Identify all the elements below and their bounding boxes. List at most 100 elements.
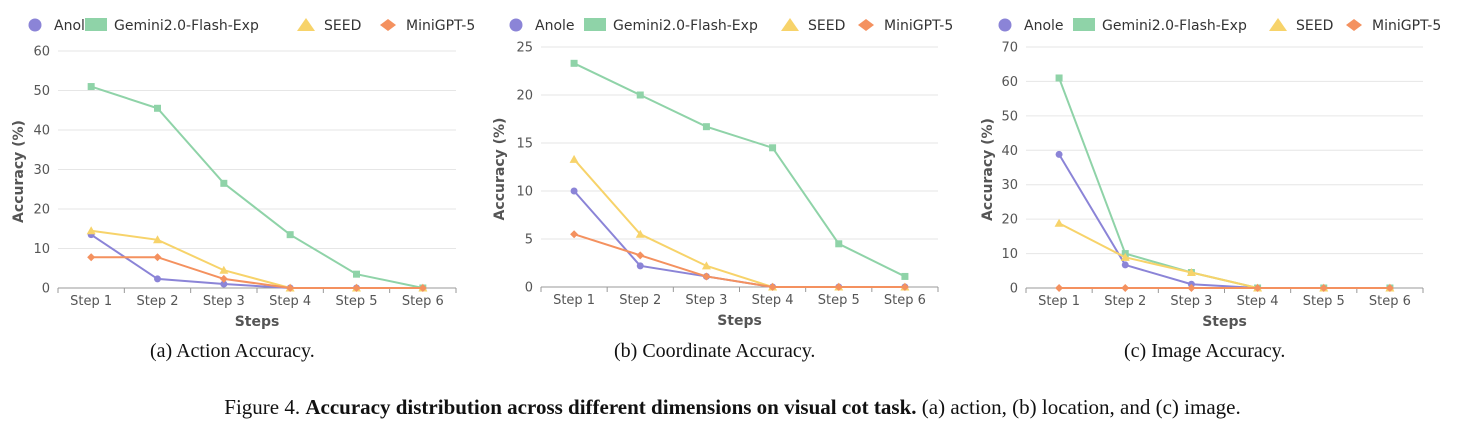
legend-icon-seed [781, 18, 799, 31]
x-tick-label: Step 2 [136, 294, 178, 309]
figure-caption: Figure 4. Accuracy distribution across d… [0, 395, 1465, 420]
data-point-gemini2-0-flash-exp [154, 104, 161, 112]
x-tick-label: Step 3 [1170, 294, 1212, 309]
chart-panel-image: 0 10 20 30 40 50 60 70 Step 1 Step 2 Step 3 Step 4 S… [976, 0, 1465, 345]
series-line-gemini2-0-flash-exp [90, 85, 424, 289]
legend-label-seed: SEED [1296, 18, 1333, 34]
y-tick-label: 20 [33, 203, 50, 218]
data-point-gemini2-0-flash-exp [901, 272, 909, 280]
data-point-anole [1055, 150, 1063, 158]
legend-label-gemini2-0-flash-exp: Gemini2.0-Flash-Exp [613, 18, 758, 34]
y-tick-label: 10 [33, 242, 50, 257]
data-point-anole [220, 280, 228, 288]
y-axis-label: Accuracy (%) [980, 118, 996, 221]
legend-icon-seed [297, 18, 315, 31]
data-point-minigpt-5 [418, 284, 427, 292]
series-line-gemini2-0-flash-exp [1058, 77, 1390, 289]
x-tick-label: Step 5 [335, 294, 377, 309]
legend-icon-seed [1269, 18, 1287, 31]
x-tick-label: Step 3 [203, 294, 245, 309]
legend-label-anole: Anole [1024, 18, 1064, 34]
legend-icon-gemini2-0-flash-exp [584, 18, 606, 31]
legend-label-minigpt-5: MiniGPT-5 [1372, 18, 1441, 34]
x-tick-label: Step 2 [1104, 294, 1146, 309]
y-tick-label: 60 [1001, 75, 1018, 90]
y-tick-label: 5 [525, 233, 533, 248]
legend-icon-minigpt-5 [858, 19, 874, 31]
data-point-minigpt-5 [834, 283, 843, 291]
x-tick-label: Step 4 [752, 293, 794, 308]
data-point-gemini2-0-flash-exp [87, 83, 95, 91]
data-point-minigpt-5 [900, 283, 909, 291]
data-point-minigpt-5 [1121, 284, 1130, 292]
chart-panel-action: 0 10 20 30 40 50 60 Step 1 Step 2 Step 3 Step 4 Ste… [0, 0, 488, 345]
x-tick-label: Step 5 [1303, 294, 1345, 309]
series-line-minigpt-5 [573, 233, 905, 288]
legend-icon-minigpt-5 [1346, 19, 1362, 31]
x-tick-label: Step 4 [1237, 294, 1279, 309]
data-point-minigpt-5 [153, 253, 162, 262]
data-point-gemini2-0-flash-exp [353, 270, 360, 278]
y-tick-label: 50 [33, 84, 50, 99]
legend-icon-anole [998, 18, 1012, 32]
data-point-seed [635, 229, 645, 238]
legend-label-anole: Anole [535, 18, 575, 34]
data-point-minigpt-5 [1385, 284, 1394, 292]
caption-action: (a) Action Accuracy. [150, 340, 315, 362]
data-point-minigpt-5 [1253, 284, 1262, 292]
data-point-minigpt-5 [1187, 284, 1196, 292]
data-point-gemini2-0-flash-exp [570, 59, 578, 67]
legend-label-anole: Anole [54, 18, 94, 34]
y-tick-label: 50 [1001, 109, 1018, 124]
legend-icon-minigpt-5 [380, 19, 396, 31]
y-tick-label: 0 [525, 281, 533, 296]
legend-icon-anole [28, 18, 42, 32]
data-point-minigpt-5 [702, 272, 711, 281]
y-tick-label: 10 [1001, 247, 1018, 262]
chart-panel-coordinate: 0 5 10 15 20 25 Step 1 Step 2 Step 3 Step 4 Step 5… [488, 0, 976, 345]
y-tick-label: 20 [516, 89, 533, 104]
x-tick-label: Step 2 [619, 293, 661, 308]
legend-icon-gemini2-0-flash-exp [1073, 18, 1095, 31]
data-point-minigpt-5 [570, 230, 579, 239]
chart-coordinate-accuracy: 0 5 10 15 20 25 Step 1 Step 2 Step 3 Step 4 Step 5… [492, 18, 953, 329]
y-tick-label: 30 [33, 163, 50, 178]
data-point-minigpt-5 [636, 251, 645, 260]
figure-caption-prefix: Figure 4. [224, 395, 306, 419]
x-axis-label: Steps [717, 313, 762, 329]
y-tick-label: 40 [1001, 144, 1018, 159]
x-tick-label: Step 1 [1038, 294, 1080, 309]
data-point-anole [636, 262, 644, 270]
legend-icon-anole [509, 18, 523, 32]
chart-image-accuracy: 0 10 20 30 40 50 60 70 Step 1 Step 2 Step 3 Step 4 S… [980, 18, 1441, 330]
data-point-seed [701, 261, 711, 270]
data-point-seed [1186, 268, 1196, 277]
x-tick-label: Step 6 [1369, 294, 1411, 309]
data-point-minigpt-5 [87, 253, 96, 262]
data-point-seed [1120, 252, 1130, 261]
x-tick-label: Step 6 [884, 293, 926, 308]
x-axis-label: Steps [1202, 314, 1247, 330]
legend-icon-gemini2-0-flash-exp [85, 18, 107, 31]
legend-label-seed: SEED [324, 18, 361, 34]
data-point-gemini2-0-flash-exp [702, 123, 710, 131]
y-tick-label: 40 [33, 124, 50, 139]
y-tick-label: 20 [1001, 213, 1018, 228]
chart-action-accuracy: 0 10 20 30 40 50 60 Step 1 Step 2 Step 3 Step 4 Ste… [11, 18, 475, 330]
y-tick-label: 0 [42, 282, 50, 297]
data-point-seed [569, 154, 579, 163]
legend-label-gemini2-0-flash-exp: Gemini2.0-Flash-Exp [114, 18, 259, 34]
y-tick-label: 15 [516, 137, 533, 152]
data-point-gemini2-0-flash-exp [835, 240, 843, 248]
series-line-minigpt-5 [91, 256, 423, 289]
data-point-seed [219, 265, 229, 274]
data-point-gemini2-0-flash-exp [1055, 74, 1063, 82]
y-tick-label: 25 [516, 41, 533, 56]
data-point-seed [153, 235, 162, 244]
data-point-anole [1121, 261, 1129, 269]
legend-label-minigpt-5: MiniGPT-5 [406, 18, 475, 34]
x-tick-label: Step 1 [553, 293, 595, 308]
caption-image: (c) Image Accuracy. [1124, 340, 1286, 362]
y-tick-label: 70 [1001, 41, 1018, 56]
caption-coordinate: (b) Coordinate Accuracy. [614, 340, 816, 362]
